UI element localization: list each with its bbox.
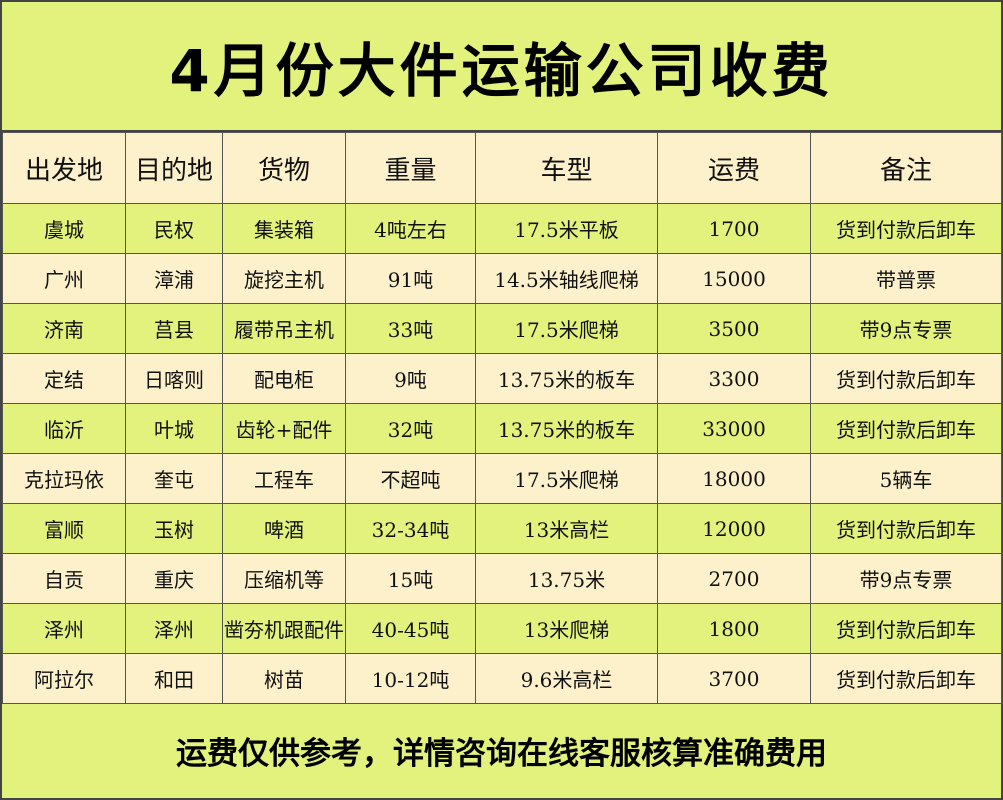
table-cell: 临沂	[2, 403, 126, 454]
table-cell: 奎屯	[125, 453, 223, 504]
table-cell: 3300	[657, 353, 811, 404]
table-cell: 虞城	[2, 203, 126, 254]
table-cell: 齿轮+配件	[222, 403, 346, 454]
table-cell: 14.5米轴线爬梯	[475, 253, 658, 304]
table-cell: 民权	[125, 203, 223, 254]
table-cell: 32-34吨	[345, 503, 476, 554]
table-cell: 带9点专票	[810, 303, 1002, 354]
table-cell: 货到付款后卸车	[810, 403, 1002, 454]
table-cell: 13.75米的板车	[475, 353, 658, 404]
table-cell: 9吨	[345, 353, 476, 404]
table-cell: 15吨	[345, 553, 476, 604]
table-cell: 13.75米的板车	[475, 403, 658, 454]
table-cell: 货到付款后卸车	[810, 503, 1002, 554]
table-cell: 旋挖主机	[222, 253, 346, 304]
table-cell: 不超吨	[345, 453, 476, 504]
table-cell: 泽州	[125, 603, 223, 654]
table-cell: 泽州	[2, 603, 126, 654]
table-cell: 带9点专票	[810, 553, 1002, 604]
column-header: 重量	[345, 132, 476, 204]
table-cell: 1700	[657, 203, 811, 254]
table-cell: 玉树	[125, 503, 223, 554]
column-header: 货物	[222, 132, 346, 204]
table-cell: 17.5米爬梯	[475, 303, 658, 354]
table-row: 临沂 叶城 齿轮+配件 32吨 13.75米的板车 33000 货到付款后卸车	[2, 403, 1002, 454]
table-cell: 2700	[657, 553, 811, 604]
table-row: 泽州 泽州 凿夯机跟配件 40-45吨 13米爬梯 1800 货到付款后卸车	[2, 603, 1002, 654]
table-cell: 叶城	[125, 403, 223, 454]
table-cell: 货到付款后卸车	[810, 603, 1002, 654]
table-cell: 12000	[657, 503, 811, 554]
fee-table: 出发地 目的地 货物 重量 车型 运费 备注 虞城 民权 集装箱 4吨左右 17.5米平板 1700 货…	[2, 132, 1002, 704]
table-cell: 和田	[125, 653, 223, 704]
table-cell: 33吨	[345, 303, 476, 354]
table-cell: 压缩机等	[222, 553, 346, 604]
table-cell: 凿夯机跟配件	[222, 603, 346, 654]
table-cell: 货到付款后卸车	[810, 353, 1002, 404]
table-cell: 15000	[657, 253, 811, 304]
column-header: 备注	[810, 132, 1002, 204]
table-row: 富顺 玉树 啤酒 32-34吨 13米高栏 12000 货到付款后卸车	[2, 503, 1002, 554]
header-row: 出发地 目的地 货物 重量 车型 运费 备注	[2, 132, 1002, 204]
table-row: 克拉玛依 奎屯 工程车 不超吨 17.5米爬梯 18000 5辆车	[2, 453, 1002, 504]
table-cell: 重庆	[125, 553, 223, 604]
table-cell: 啤酒	[222, 503, 346, 554]
table-cell: 定结	[2, 353, 126, 404]
table-cell: 40-45吨	[345, 603, 476, 654]
table-cell: 漳浦	[125, 253, 223, 304]
table-row: 虞城 民权 集装箱 4吨左右 17.5米平板 1700 货到付款后卸车	[2, 203, 1002, 254]
column-header: 目的地	[125, 132, 223, 204]
table-cell: 4吨左右	[345, 203, 476, 254]
table-cell: 自贡	[2, 553, 126, 604]
table-cell: 莒县	[125, 303, 223, 354]
column-header: 出发地	[2, 132, 126, 204]
table-cell: 5辆车	[810, 453, 1002, 504]
table-row: 济南 莒县 履带吊主机 33吨 17.5米爬梯 3500 带9点专票	[2, 303, 1002, 354]
table-body: 虞城 民权 集装箱 4吨左右 17.5米平板 1700 货到付款后卸车 广州 漳浦 旋挖主机 91吨…	[2, 203, 1002, 704]
table-row: 阿拉尔 和田 树苗 10-12吨 9.6米高栏 3700 货到付款后卸车	[2, 653, 1002, 704]
table-row: 广州 漳浦 旋挖主机 91吨 14.5米轴线爬梯 15000 带普票	[2, 253, 1002, 304]
table-cell: 32吨	[345, 403, 476, 454]
footer-note: 运费仅供参考，详情咨询在线客服核算准确费用	[176, 735, 827, 772]
table-cell: 广州	[2, 253, 126, 304]
title: 4月份大件运输公司收费	[2, 2, 1001, 132]
table-cell: 货到付款后卸车	[810, 203, 1002, 254]
table-cell: 树苗	[222, 653, 346, 704]
table-row: 自贡 重庆 压缩机等 15吨 13.75米 2700 带9点专票	[2, 553, 1002, 604]
table-cell: 91吨	[345, 253, 476, 304]
table-cell: 工程车	[222, 453, 346, 504]
table-cell: 13.75米	[475, 553, 658, 604]
table-row: 定结 日喀则 配电柜 9吨 13.75米的板车 3300 货到付款后卸车	[2, 353, 1002, 404]
table-cell: 13米高栏	[475, 503, 658, 554]
table-cell: 履带吊主机	[222, 303, 346, 354]
table-cell: 富顺	[2, 503, 126, 554]
table-cell: 10-12吨	[345, 653, 476, 704]
table-cell: 1800	[657, 603, 811, 654]
table-cell: 18000	[657, 453, 811, 504]
table-cell: 17.5米爬梯	[475, 453, 658, 504]
table-cell: 9.6米高栏	[475, 653, 658, 704]
table-cell: 17.5米平板	[475, 203, 658, 254]
table-cell: 克拉玛依	[2, 453, 126, 504]
table-cell: 3500	[657, 303, 811, 354]
table-cell: 3700	[657, 653, 811, 704]
table-cell: 集装箱	[222, 203, 346, 254]
column-header: 运费	[657, 132, 811, 204]
table-cell: 配电柜	[222, 353, 346, 404]
table-cell: 13米爬梯	[475, 603, 658, 654]
table-cell: 日喀则	[125, 353, 223, 404]
table-cell: 33000	[657, 403, 811, 454]
table-cell: 货到付款后卸车	[810, 653, 1002, 704]
table-cell: 济南	[2, 303, 126, 354]
table-cell: 带普票	[810, 253, 1002, 304]
column-header: 车型	[475, 132, 658, 204]
table-cell: 阿拉尔	[2, 653, 126, 704]
